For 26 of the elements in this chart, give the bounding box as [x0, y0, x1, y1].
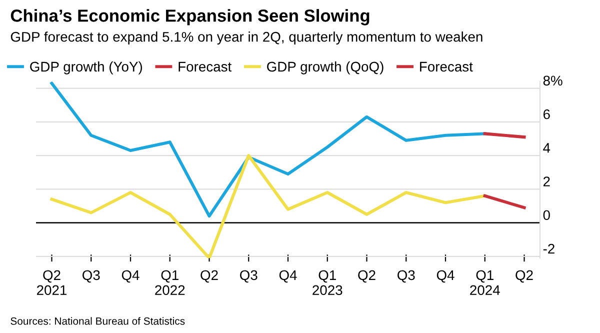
x-tick-label: Q4: [122, 270, 140, 283]
x-tick-label: Q3: [240, 270, 258, 283]
x-tick-label: Q1 2024: [470, 270, 500, 296]
x-tick-label: Q2 2021: [37, 270, 67, 296]
x-tick-label: Q3: [82, 270, 100, 283]
y-tick-label: 6: [543, 109, 550, 120]
y-tick-label: -2: [543, 244, 554, 254]
chart-title: China’s Economic Expansion Seen Slowing: [10, 9, 370, 26]
x-tick-label: Q4: [279, 270, 297, 283]
x-tick-label: Q3: [398, 270, 415, 283]
chart-subtitle: GDP forecast to expand 5.1% on year in 2Q, quarterly momentum to weaken: [10, 32, 482, 45]
y-tick-label: 2: [543, 176, 550, 186]
x-tick-label: Q4: [436, 270, 454, 283]
y-tick-label: 8%: [543, 76, 562, 86]
legend-label: Forecast: [178, 62, 232, 72]
x-tick-label: Q2: [200, 270, 218, 283]
x-tick-label: Q2: [516, 270, 533, 283]
y-tick-label: 0: [543, 210, 550, 220]
legend-label: GDP growth (YoY): [30, 61, 142, 74]
source-note: Sources: National Bureau of Statistics: [10, 317, 185, 325]
x-tick-label: Q2: [358, 270, 376, 283]
x-tick-label: Q1 2022: [155, 270, 185, 296]
y-tick-label: 4: [543, 143, 550, 153]
legend-label: GDP growth (QoQ): [267, 61, 384, 74]
legend-label: Forecast: [420, 62, 473, 72]
x-tick-label: Q1 2023: [312, 270, 342, 296]
